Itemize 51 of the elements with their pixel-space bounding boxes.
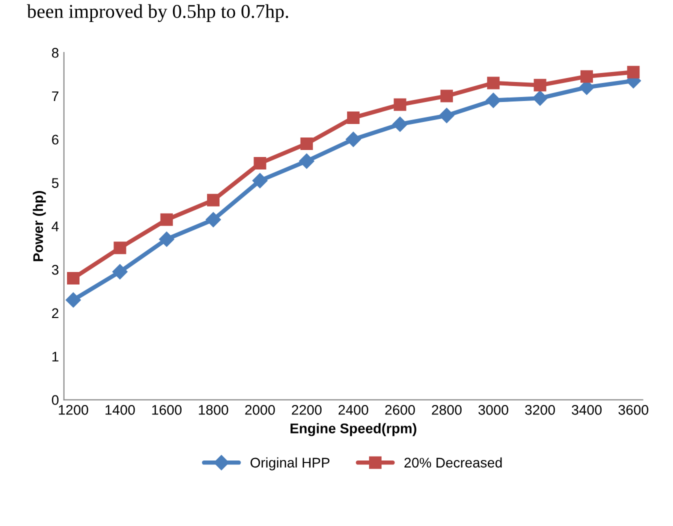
- y-tick-label: 2: [52, 308, 58, 318]
- x-tick-label: 3000: [478, 404, 508, 415]
- y-tick-label: 6: [52, 134, 58, 145]
- point: [252, 173, 268, 188]
- point: [299, 154, 314, 169]
- y-tick-label: 3: [52, 264, 58, 275]
- x-tick-label: 3400: [572, 404, 602, 415]
- point: [580, 70, 593, 83]
- point: [207, 194, 220, 206]
- point: [392, 116, 408, 132]
- point: [439, 108, 454, 124]
- x-tick-label: 3200: [525, 404, 555, 415]
- y-tick-label: 4: [52, 222, 59, 232]
- x-tick-label: 2000: [245, 404, 275, 415]
- point: [160, 213, 173, 226]
- legend-label: Original HPP: [250, 457, 330, 470]
- y-axis-title: Power (hp): [32, 190, 46, 262]
- x-tick-label: 1800: [198, 404, 228, 415]
- point: [394, 98, 406, 111]
- y-tick-label: 1: [52, 352, 58, 362]
- point: [346, 132, 361, 147]
- point: [112, 264, 128, 280]
- point: [206, 212, 221, 228]
- point: [254, 157, 266, 170]
- x-tick-label: 2800: [432, 404, 462, 415]
- point: [486, 92, 501, 108]
- point: [66, 292, 81, 308]
- x-tick-label: 1600: [152, 404, 182, 415]
- text: been improved by 0.5hp to 0.7hp.: [26, 4, 288, 22]
- x-tick-label: 2600: [385, 404, 415, 415]
- point: [440, 90, 453, 102]
- x-tick-label: 3600: [618, 404, 648, 415]
- point: [627, 66, 640, 78]
- x-axis-title: Engine Speed(rpm): [290, 423, 416, 436]
- legend-label: 20% Decreased: [404, 457, 502, 468]
- x-tick-label: 1400: [106, 404, 135, 415]
- point: [347, 111, 360, 124]
- y-tick-label: 5: [52, 178, 58, 188]
- x-tick-label: 1200: [58, 404, 88, 415]
- y-tick-label: 0: [52, 395, 59, 405]
- point: [114, 242, 126, 254]
- point: [487, 76, 500, 90]
- point: [67, 272, 80, 285]
- x-tick-label: 2400: [338, 404, 368, 415]
- x-tick-label: 2200: [292, 404, 322, 415]
- point: [534, 78, 546, 92]
- point: [300, 137, 313, 150]
- y-tick-label: 7: [52, 91, 58, 102]
- y-tick-label: 8: [52, 48, 58, 58]
- point: [532, 90, 548, 106]
- point: [159, 232, 174, 247]
